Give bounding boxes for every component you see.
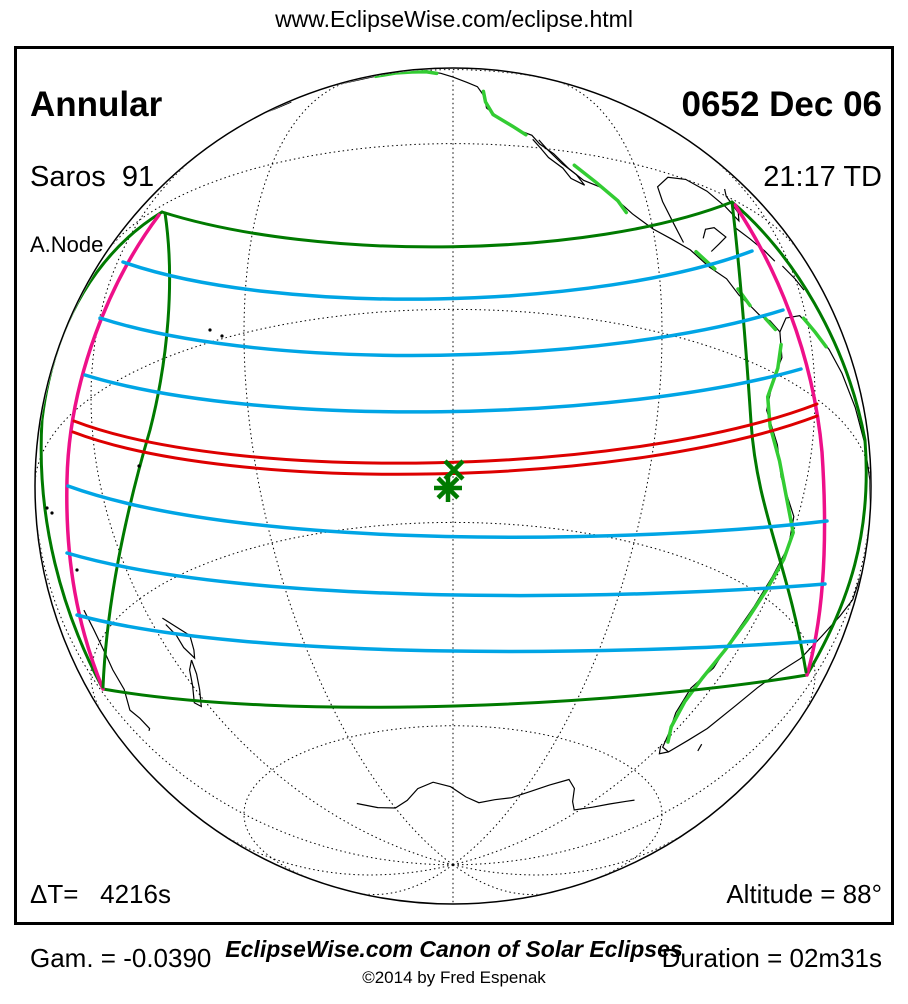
- magnitude-line-6: [75, 613, 817, 654]
- small-island: [45, 506, 49, 510]
- coastline: [356, 778, 635, 811]
- altitude-block: Altitude = 88° Duration = 02m31s: [662, 843, 882, 987]
- graticule-meridian: [452, 485, 870, 866]
- node-label: A.Node: [30, 232, 104, 257]
- graticule-meridian: [90, 151, 454, 866]
- graticule-meridian: [452, 151, 816, 866]
- penumbral-limit-north: [160, 200, 734, 249]
- graticule-meridian: [452, 826, 696, 876]
- central-path-north: [72, 402, 819, 465]
- lime-coast-segment: [666, 342, 796, 744]
- eclipse-time-label: 21:17 TD: [763, 161, 882, 193]
- magnitude-line-1: [121, 249, 754, 301]
- star-marker-center: [443, 483, 453, 493]
- small-island: [220, 334, 224, 338]
- site-url: www.EclipseWise.com/eclipse.html: [275, 6, 633, 32]
- coastline: [162, 617, 196, 660]
- duration-label: Duration = 02m31s: [661, 943, 882, 973]
- coastline: [658, 745, 669, 755]
- greatest-eclipse-markers: [434, 459, 465, 502]
- coastline: [702, 227, 727, 252]
- eclipse-type-block: Annular Saros 91 A.Node: [30, 55, 162, 272]
- coastline: [532, 138, 586, 186]
- eclipse-visible-coast: [374, 70, 828, 744]
- small-island: [50, 511, 54, 515]
- graticule-meridian: [210, 826, 454, 876]
- sunset-curve-east: [733, 203, 827, 677]
- lime-coast-segment: [694, 249, 717, 271]
- graticule: [36, 69, 870, 903]
- eclipse-date-label: 0652 Dec 06: [681, 85, 882, 124]
- altitude-label: Altitude = 88°: [726, 879, 882, 909]
- lime-coast-segment: [801, 316, 828, 349]
- small-island: [137, 464, 141, 468]
- magnitude-line-5: [65, 551, 827, 598]
- delta-t-block: ΔT= 4216s Gam. = -0.0390: [30, 843, 211, 987]
- graticule-parallel: [243, 725, 663, 888]
- eclipse-type-label: Annular: [30, 85, 163, 124]
- coastline: [781, 265, 805, 291]
- limit-curve-west-outer: [39, 210, 164, 691]
- magnitude-line-4: [66, 484, 829, 539]
- saros-label: Saros 91: [30, 161, 155, 193]
- central-path-south: [71, 414, 819, 476]
- graticule-meridian: [243, 79, 454, 866]
- lime-coast-segment: [481, 89, 528, 137]
- limit-curve-west-inner: [101, 211, 172, 689]
- lime-coast-segment: [572, 163, 629, 215]
- small-island: [208, 328, 212, 332]
- gamma-label: Gam. = -0.0390: [30, 943, 212, 973]
- canon-title: EclipseWise.com Canon of Solar Eclipses: [225, 936, 683, 962]
- small-island: [75, 568, 79, 572]
- penumbral-limit-south: [101, 673, 809, 709]
- sunrise-curve-west: [65, 213, 161, 691]
- eclipse-date-block: 0652 Dec 06 21:17 TD: [682, 55, 882, 208]
- coastline: [83, 609, 151, 732]
- magnitude-line-2: [98, 308, 785, 358]
- magnitude-line-3: [83, 367, 803, 414]
- graticule-parallel: [104, 143, 802, 255]
- coastline: [697, 743, 703, 752]
- lime-coast-segment: [763, 316, 778, 332]
- copyright-label: ©2014 by Fred Espenak: [362, 968, 546, 987]
- coastline: [188, 659, 203, 708]
- limit-curve-east-outer: [730, 200, 868, 677]
- lime-coast-segment: [374, 70, 439, 79]
- delta-t-label: ΔT= 4216s: [30, 879, 171, 909]
- graticule-meridian: [452, 79, 663, 866]
- graticule-meridian: [36, 485, 454, 866]
